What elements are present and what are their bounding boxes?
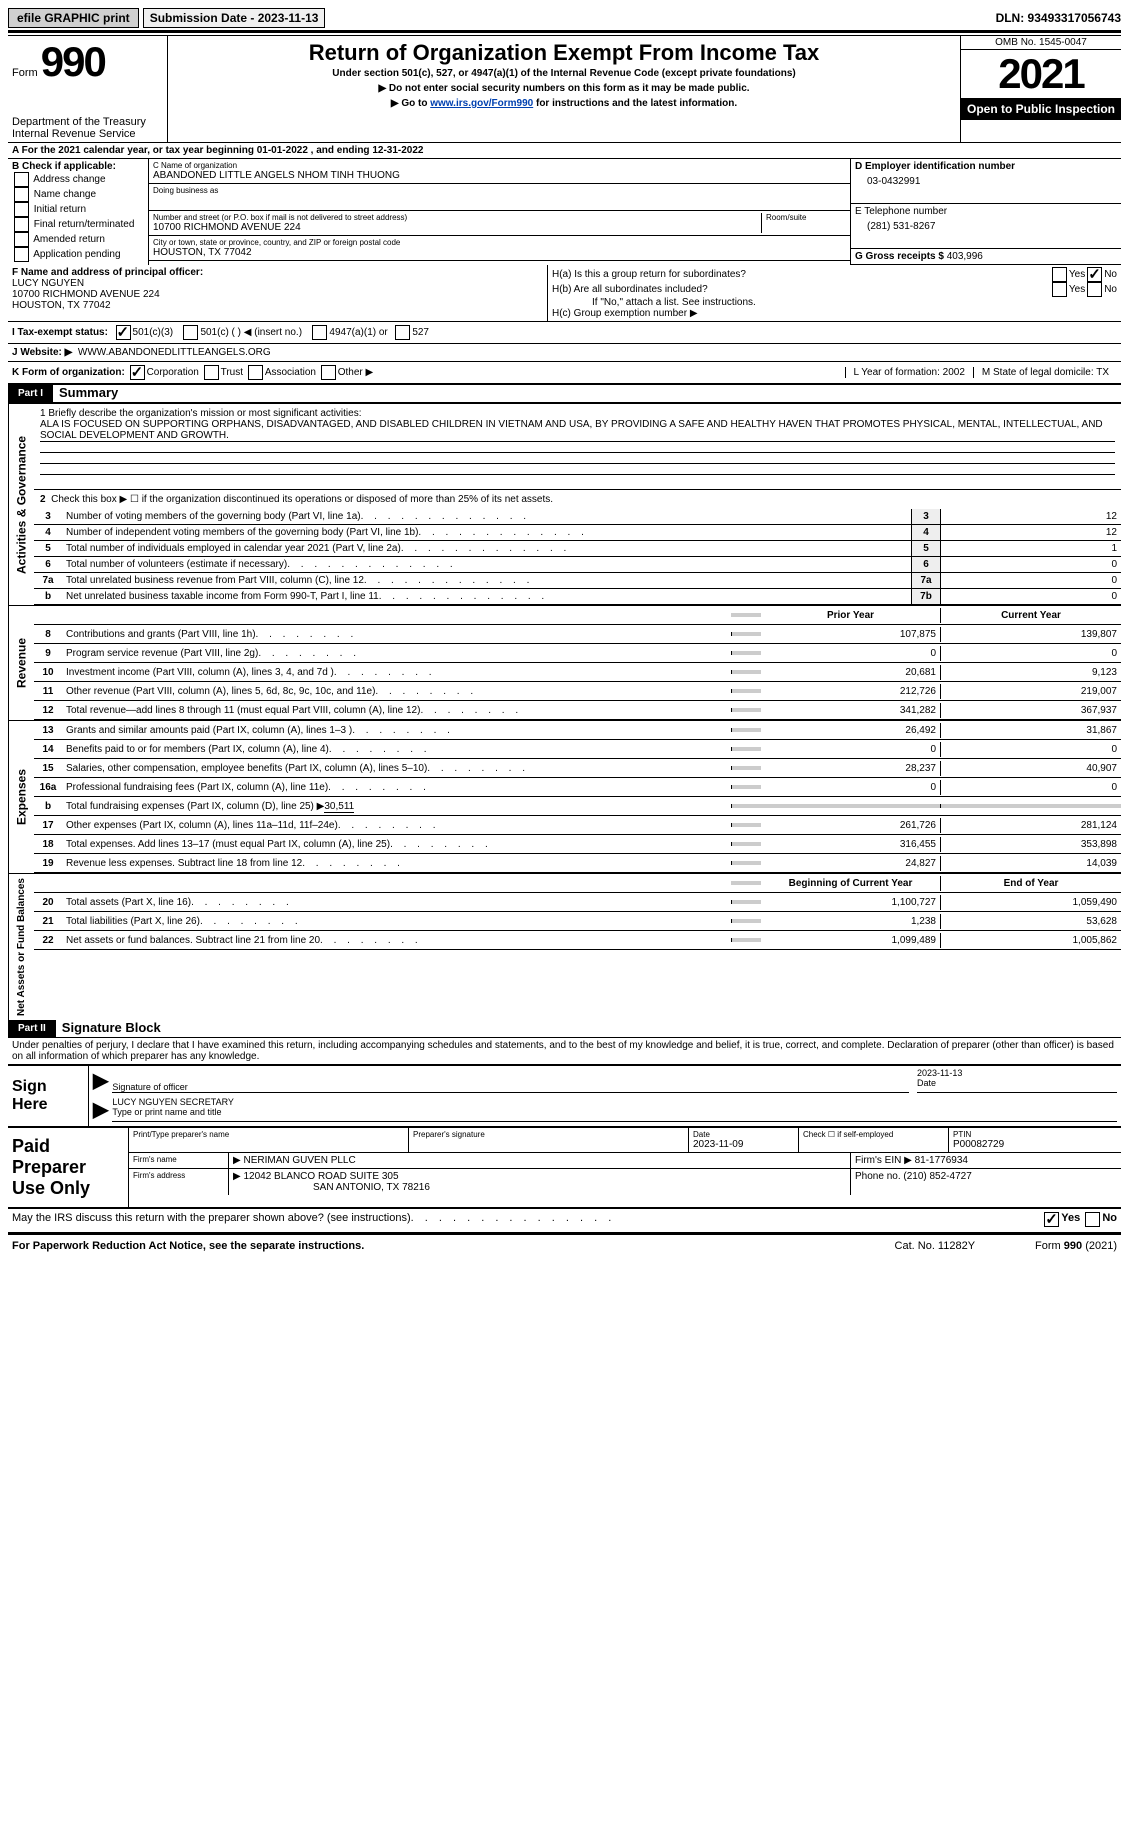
501c3-check[interactable] <box>116 325 131 340</box>
mission-text: ALA IS FOCUSED ON SUPPORTING ORPHANS, DI… <box>40 419 1115 442</box>
subtitle-2: ▶ Do not enter social security numbers o… <box>172 83 956 94</box>
expenses: Expenses 13 Grants and similar amounts p… <box>8 720 1121 873</box>
hb-yes-check[interactable] <box>1052 282 1067 297</box>
org-name: ABANDONED LITTLE ANGELS NHOM TINH THUONG <box>153 170 846 181</box>
gross-receipts: 403,996 <box>947 251 983 262</box>
row-j: J Website: ▶ WWW.ABANDONEDLITTLEANGELS.O… <box>8 344 1121 362</box>
rev-header: Prior Year Current Year <box>34 606 1121 625</box>
form-title: Return of Organization Exempt From Incom… <box>172 40 956 66</box>
sig-declaration: Under penalties of perjury, I declare th… <box>8 1038 1121 1064</box>
vert-net: Net Assets or Fund Balances <box>8 874 34 1020</box>
row-8: 8 Contributions and grants (Part VIII, l… <box>34 625 1121 644</box>
omb-number: OMB No. 1545-0047 <box>961 36 1121 50</box>
row-4: 4 Number of independent voting members o… <box>34 525 1121 541</box>
city-state-zip: HOUSTON, TX 77042 <box>153 247 846 258</box>
discuss-yes[interactable] <box>1044 1212 1059 1227</box>
sign-here-block: Sign Here ▶ Signature of officer 2023-11… <box>8 1064 1121 1126</box>
row-22: 22 Net assets or fund balances. Subtract… <box>34 931 1121 950</box>
vert-activities: Activities & Governance <box>8 404 34 605</box>
row-11: 11 Other revenue (Part VIII, column (A),… <box>34 682 1121 701</box>
irs-discuss: May the IRS discuss this return with the… <box>8 1209 1121 1230</box>
inspection-box: Open to Public Inspection <box>961 98 1121 120</box>
row-6: 6 Total number of volunteers (estimate i… <box>34 557 1121 573</box>
row-k: K Form of organization: Corporation Trus… <box>8 362 1121 385</box>
subtitle-3: ▶ Go to www.irs.gov/Form990 for instruct… <box>172 98 956 109</box>
preparer-block: Paid Preparer Use Only Print/Type prepar… <box>8 1126 1121 1209</box>
part2-header: Part II Signature Block <box>8 1020 1121 1038</box>
ein: 03-0432991 <box>855 172 1117 187</box>
ha-yes-check[interactable] <box>1052 267 1067 282</box>
top-bar: efile GRAPHIC print Submission Date - 20… <box>8 8 1121 28</box>
vert-expenses: Expenses <box>8 721 34 873</box>
row-20: 20 Total assets (Part X, line 16) . . . … <box>34 893 1121 912</box>
net-assets: Net Assets or Fund Balances Beginning of… <box>8 873 1121 1020</box>
col-b: B Check if applicable: Address change Na… <box>8 159 148 265</box>
website: WWW.ABANDONEDLITTLEANGELS.ORG <box>78 347 271 358</box>
row-a-period: A For the 2021 calendar year, or tax yea… <box>8 142 1121 159</box>
row-7a: 7a Total unrelated business revenue from… <box>34 573 1121 589</box>
ha-no-check[interactable] <box>1087 267 1102 282</box>
row-16a: 16a Professional fundraising fees (Part … <box>34 778 1121 797</box>
row-14: 14 Benefits paid to or for members (Part… <box>34 740 1121 759</box>
row-7b: b Net unrelated business taxable income … <box>34 589 1121 605</box>
row-3: 3 Number of voting members of the govern… <box>34 509 1121 525</box>
row-15: 15 Salaries, other compensation, employe… <box>34 759 1121 778</box>
form-label: Form <box>12 67 38 79</box>
row-17: 17 Other expenses (Part IX, column (A), … <box>34 816 1121 835</box>
row-13: 13 Grants and similar amounts paid (Part… <box>34 721 1121 740</box>
row-12: 12 Total revenue—add lines 8 through 11 … <box>34 701 1121 720</box>
part1-header: Part I Summary <box>8 385 1121 403</box>
row-i: I Tax-exempt status: 501(c)(3) 501(c) ( … <box>8 322 1121 344</box>
vert-revenue: Revenue <box>8 606 34 720</box>
form-number: 990 <box>41 38 105 85</box>
footer: For Paperwork Reduction Act Notice, see … <box>8 1237 1121 1255</box>
sig-officer-line: Signature of officer <box>112 1068 909 1093</box>
tax-year: 2021 <box>961 50 1121 98</box>
section-fh: F Name and address of principal officer:… <box>8 265 1121 322</box>
phone: (281) 531-8267 <box>855 217 1117 232</box>
row-21: 21 Total liabilities (Part X, line 26) .… <box>34 912 1121 931</box>
row-19: 19 Revenue less expenses. Subtract line … <box>34 854 1121 873</box>
col-c: C Name of organization ABANDONED LITTLE … <box>148 159 851 265</box>
exp-16b: b Total fundraising expenses (Part IX, c… <box>34 797 1121 816</box>
irs-link[interactable]: www.irs.gov/Form990 <box>430 98 533 109</box>
net-header: Beginning of Current Year End of Year <box>34 874 1121 893</box>
efile-button[interactable]: efile GRAPHIC print <box>8 8 139 28</box>
hb-no-check[interactable] <box>1087 282 1102 297</box>
dln: DLN: 93493317056743 <box>996 11 1121 25</box>
col-d: D Employer identification number 03-0432… <box>851 159 1121 265</box>
revenue: Revenue Prior Year Current Year 8 Contri… <box>8 605 1121 720</box>
row-9: 9 Program service revenue (Part VIII, li… <box>34 644 1121 663</box>
row-5: 5 Total number of individuals employed i… <box>34 541 1121 557</box>
sig-name-line: LUCY NGUYEN SECRETARY Type or print name… <box>112 1097 1117 1122</box>
submission-date: Submission Date - 2023-11-13 <box>143 8 326 28</box>
section-bcd: B Check if applicable: Address change Na… <box>8 159 1121 265</box>
activities-governance: Activities & Governance 1 Briefly descri… <box>8 403 1121 605</box>
officer-name: LUCY NGUYEN <box>12 278 543 289</box>
form-header: Form 990 Department of the Treasury Inte… <box>8 35 1121 142</box>
row-18: 18 Total expenses. Add lines 13–17 (must… <box>34 835 1121 854</box>
department: Department of the Treasury Internal Reve… <box>12 116 163 140</box>
subtitle-1: Under section 501(c), 527, or 4947(a)(1)… <box>172 68 956 79</box>
street-address: 10700 RICHMOND AVENUE 224 <box>153 222 757 233</box>
row-10: 10 Investment income (Part VIII, column … <box>34 663 1121 682</box>
discuss-no[interactable] <box>1085 1212 1100 1227</box>
